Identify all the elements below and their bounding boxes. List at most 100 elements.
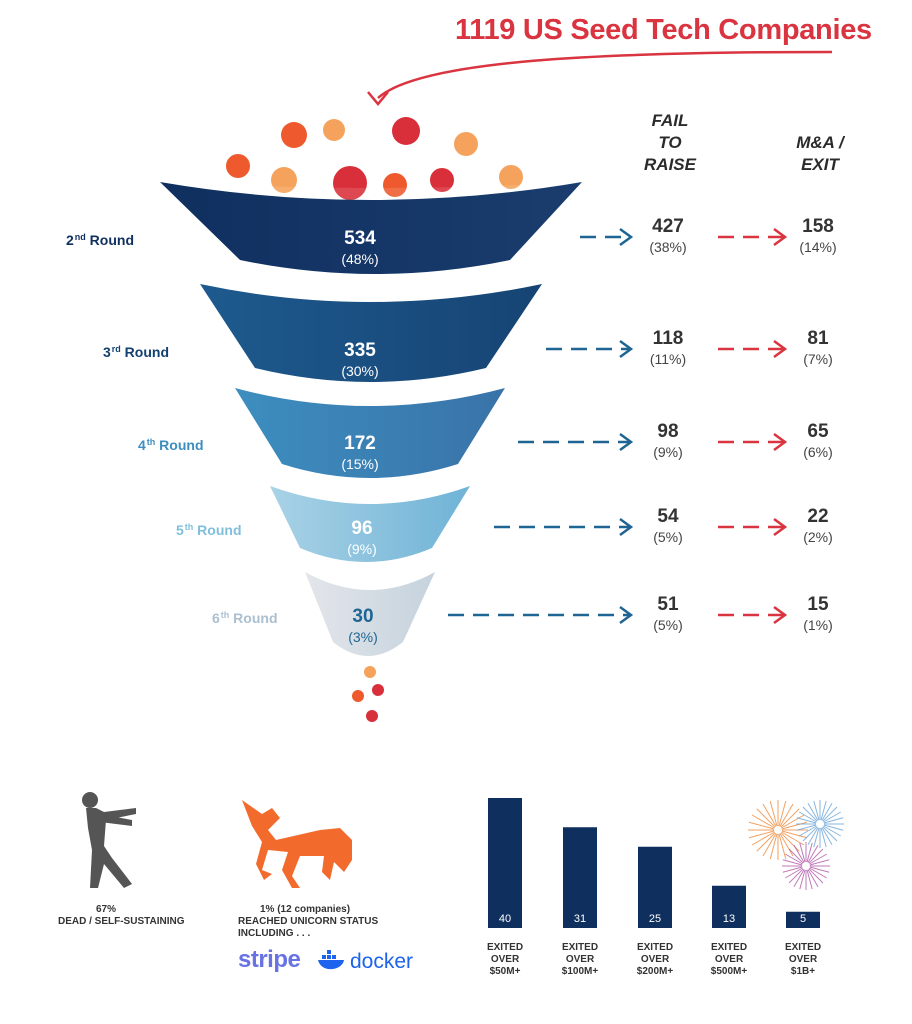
firework-ray [820,827,827,848]
fail-stat: 98 (9%) [628,421,708,461]
funnel-value-label: 30 (3%) [303,606,423,646]
funnel-percent: (15%) [341,456,379,472]
firework-ray [821,802,833,821]
firework-ray [807,844,819,863]
fail-percent: (38%) [649,239,687,255]
firework-ray [806,842,813,863]
round-suffix: th [220,610,230,620]
exit-percent: (6%) [803,444,833,460]
firework-ray [779,803,794,827]
bar [712,885,746,928]
firework-ray [821,827,833,846]
fail-stat: 427 (38%) [628,216,708,256]
firework-ray [806,869,813,890]
exit-arrowhead [773,339,788,359]
round-number: 2 [66,232,74,248]
round-word: Round [193,522,242,538]
round-word: Round [120,344,170,360]
fail-percent: (5%) [653,529,683,545]
dead-caption: 67% DEAD / SELF-SUSTAINING [58,904,185,927]
firework-ray [796,817,817,824]
firework-ray [793,844,805,863]
funnel-percent: (48%) [341,251,379,267]
firework-ray [756,808,776,828]
bar-value-label: 40 [499,913,511,925]
firework-ray [809,867,828,879]
fail-value: 98 [657,421,679,442]
exit-percent: (14%) [799,239,837,255]
firework-ray [779,833,794,857]
decorative-dot [281,122,307,148]
round-word: Round [85,232,135,248]
decorative-dot [392,117,420,145]
round-number: 6 [212,610,220,626]
firework-ray [809,859,830,866]
round-label: 4th Round [138,437,204,453]
funnel-percent: (3%) [348,629,378,645]
zombie-icon [82,792,136,888]
fail-value: 51 [657,594,679,615]
firework-ray [784,867,803,879]
firework-ray [808,848,824,864]
funnel-value: 30 [352,606,374,627]
firework-ray [769,800,778,827]
bar-category-label: EXITED OVER $100M+ [545,942,615,978]
docker-logo: docker [350,950,414,973]
fireworks-icon [748,800,844,890]
exit-value: 81 [807,328,829,349]
funnel-percent: (30%) [341,363,379,379]
bar-category-label: EXITED OVER $500M+ [694,942,764,978]
bar-category-line: EXITED [486,942,524,953]
firework-ray [798,811,817,823]
exit-value: 65 [807,421,829,442]
firework-ray [762,803,777,827]
funnel-segment [235,388,505,478]
round-label: 5th Round [176,522,242,538]
decorative-dot [366,710,378,722]
funnel-value: 172 [344,433,376,454]
decorative-dot [383,173,407,197]
funnel-value-label: 96 (9%) [302,518,422,558]
round-number: 5 [176,522,184,538]
firework-ray [807,869,819,888]
firework-ray [793,869,805,888]
exit-percent: (1%) [803,617,833,633]
bar-category-line: $1B+ [790,966,816,977]
decorative-dot [430,168,454,192]
decorative-dot [364,666,376,678]
bar-category-line: $50M+ [489,966,521,977]
firework-ray [782,859,803,866]
unicorn-caption: 1% (12 companies) REACHED UNICORN STATUS… [238,904,379,939]
exit-arrowhead [773,605,788,625]
decorative-dot [323,119,345,141]
decorative-dot [226,154,250,178]
decorative-dot [352,690,364,702]
round-suffix: th [184,522,194,532]
decorative-dot [372,684,384,696]
firework-ray [762,833,777,857]
firework-ray [778,800,787,827]
exit-value: 15 [807,594,829,615]
fail-arrowhead [619,605,634,625]
firework-ray [807,802,819,821]
fail-stat: 118 (11%) [628,328,708,368]
bar [786,911,820,928]
firework-ray [820,800,827,821]
exit-stat: 158 (14%) [778,216,858,256]
firework-ray [756,832,776,852]
firework-ray [823,811,842,823]
funnel-value: 96 [351,518,373,539]
firework-ray [798,825,817,837]
bar-category-label: EXITED OVER $1B+ [768,942,838,978]
bar-category-line: OVER [565,954,595,965]
firework-ray [751,831,775,846]
exit-column-header: M&A / EXIT [796,133,844,174]
firework-ray [813,827,820,848]
funnel-percent: (9%) [347,541,377,557]
bar-value-label: 5 [800,913,806,925]
firework-ray [822,806,838,822]
fail-stat: 54 (5%) [628,506,708,546]
bar-value-label: 31 [574,913,586,925]
